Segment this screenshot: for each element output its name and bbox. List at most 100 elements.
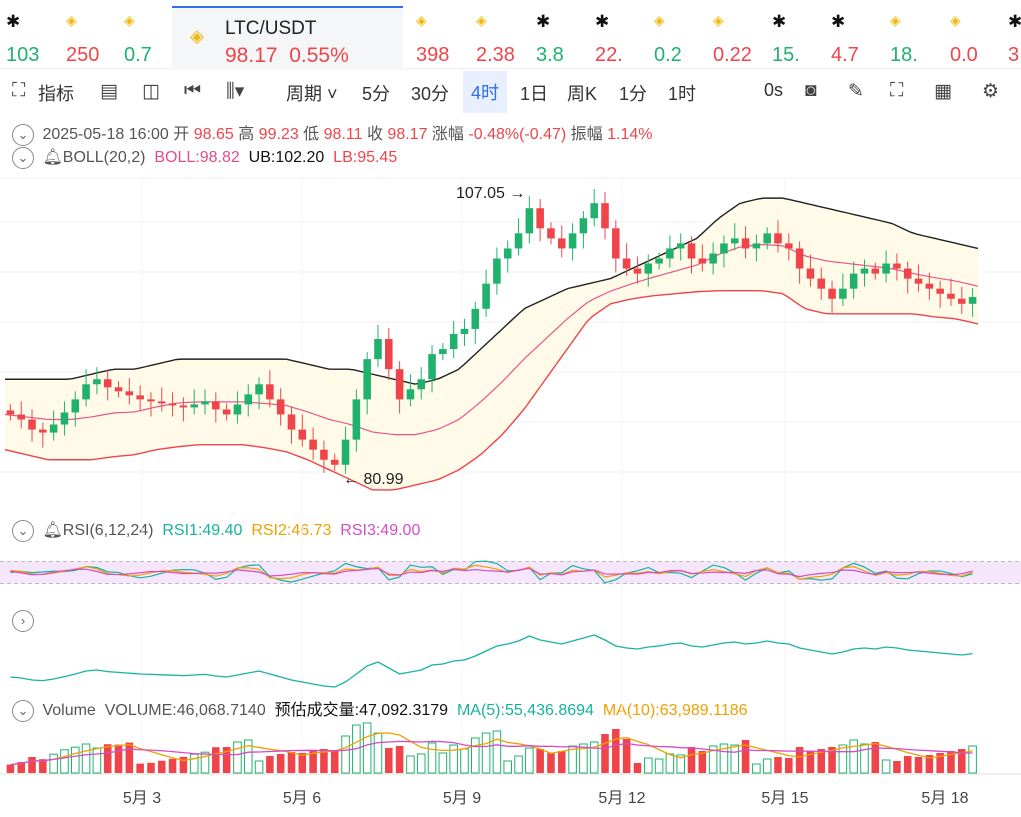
volume-bar [243, 739, 253, 774]
indicators-button[interactable]: 指标 [38, 84, 74, 104]
bell-icon[interactable]: 🔔︎ [42, 149, 63, 167]
pair-price: 98.17 0.55% [225, 44, 349, 67]
dot-icon: ✱ [1008, 12, 1021, 31]
period-1h[interactable]: 1时 [668, 84, 697, 104]
dot-icon: ✱ [831, 12, 846, 31]
candle-body [579, 218, 588, 234]
candle-body [633, 268, 642, 274]
camera-icon[interactable]: ◙ [805, 80, 817, 101]
candle-body [471, 308, 480, 329]
volume-bar [730, 744, 740, 774]
candle-body [17, 414, 26, 420]
volume-bar [968, 745, 977, 774]
candle-type-icon[interactable]: ⫼▾ [226, 81, 245, 102]
volume-bar [157, 760, 166, 773]
candle-body [406, 389, 415, 400]
candle-body [233, 404, 242, 415]
candle-body [914, 278, 923, 284]
candle-body [147, 399, 155, 402]
ticker-bar: ✱ 103 ◈ 250 ◈ 0.7 ◈ 398 ◈ 2.38 ✱ 3.8 ✱ 22. ◈ 0.2 ◈ 0.22 ✱ 1… [0, 0, 1021, 69]
candle-body [525, 208, 534, 234]
volume-bar [276, 754, 285, 773]
bnb-icon: ◈ [713, 12, 724, 28]
volume-bar [536, 749, 544, 773]
volume-bar [200, 751, 210, 774]
candle-body [893, 263, 901, 269]
candle-body [28, 419, 36, 430]
volume-bar [406, 755, 415, 774]
candle-body [763, 233, 771, 244]
oscillator-line [10, 634, 973, 688]
gear-icon[interactable]: ⚙ [982, 81, 1000, 102]
volume-bar [622, 739, 631, 773]
ticker-value: 0.22 [713, 44, 752, 66]
collapse-icon[interactable]: ⌄ [12, 520, 34, 542]
collapse-icon[interactable]: ⌄ [12, 123, 34, 146]
volume-bar [254, 760, 264, 774]
countdown: 0s [764, 80, 784, 100]
volume-bar [114, 744, 123, 773]
collapse-icon[interactable]: ⌄ [12, 699, 34, 722]
candle-body [774, 233, 782, 244]
indicator-icon[interactable]: ⛶ [12, 80, 26, 101]
period-1m[interactable]: 1分 [619, 84, 648, 104]
volume-bar [589, 741, 599, 774]
calendar-icon[interactable]: ▤ [100, 81, 118, 102]
volume-bar [881, 759, 891, 774]
boll-mid-line [4, 243, 979, 436]
replay-icon[interactable]: ⏮ [184, 80, 202, 101]
volume-bar [189, 753, 199, 774]
expand-panel[interactable]: › [12, 610, 38, 632]
bnb-icon: ◈ [124, 12, 135, 28]
volume-legend: ⌄ Volume VOLUME:46,068.7140 预估成交量:47,092… [12, 696, 748, 722]
volume-ma10 [10, 740, 973, 766]
volume-bar [341, 735, 350, 774]
candle-body [795, 248, 804, 269]
candle-body [601, 203, 609, 229]
settings-panel-icon[interactable]: ▦ [934, 81, 952, 102]
period-1w[interactable]: 周K [567, 84, 598, 104]
period-30m[interactable]: 30分 [411, 84, 450, 104]
period-5m[interactable]: 5分 [362, 84, 391, 104]
volume-bar [838, 744, 848, 774]
volume-bar [168, 758, 177, 773]
bnb-icon: ◈ [476, 12, 487, 28]
rsi-line-rsi3 [10, 567, 973, 578]
volume-bar [795, 747, 804, 773]
volume-ma5 [10, 732, 973, 766]
volume-bar [633, 763, 642, 773]
volume-bar [28, 757, 36, 773]
chevron-right-icon[interactable]: › [12, 610, 34, 632]
fullscreen-icon[interactable]: ⛶ [890, 80, 904, 101]
period-1d[interactable]: 1日 [520, 84, 549, 104]
volume-bar [385, 748, 393, 773]
volume-bar [849, 739, 858, 774]
bell-icon[interactable]: 🔔︎ [42, 522, 63, 540]
active-pair-tab[interactable]: ◈ LTC/USDT 98.17 0.55% [172, 6, 403, 70]
volume-bar [362, 722, 372, 774]
ohlc-legend: ⌄ 2025-05-18 16:00 开 98.65 高 99.23 低 98.… [12, 120, 653, 146]
volume-bar [179, 756, 188, 773]
candle-body [460, 328, 469, 334]
candle-body [676, 243, 685, 249]
dot-icon: ✱ [536, 12, 551, 31]
period-dropdown[interactable]: 周期 ˅ [286, 84, 338, 104]
candle-body [201, 401, 209, 405]
candle-body [320, 449, 328, 460]
candle-body [871, 268, 880, 274]
candle-body [828, 288, 836, 299]
candle-body [60, 412, 69, 425]
candle-body [157, 401, 166, 404]
boll-lower-line [4, 290, 979, 491]
volume-bar [330, 750, 339, 773]
pencil-icon[interactable]: ✎ [848, 81, 864, 102]
candle-body [568, 233, 577, 249]
volume-bar [903, 756, 912, 773]
collapse-icon[interactable]: ⌄ [12, 147, 34, 169]
candle-body [298, 429, 307, 440]
candle-body [709, 253, 717, 264]
volume-bar [427, 742, 437, 774]
layout-icon[interactable]: ◫ [142, 81, 160, 102]
period-4h[interactable]: 4时 [463, 71, 508, 113]
